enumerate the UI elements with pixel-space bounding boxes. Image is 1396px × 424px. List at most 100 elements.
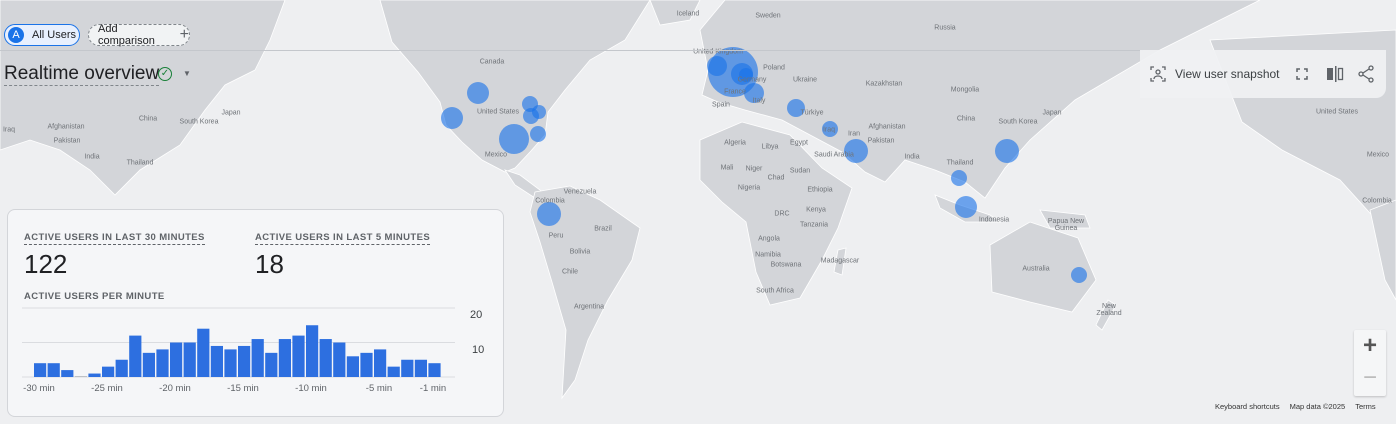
map-label: Tanzania <box>799 221 829 229</box>
zoom-in-button[interactable]: + <box>1362 332 1377 359</box>
map-greenland <box>649 0 701 26</box>
map-label: Papua New Guinea <box>1047 218 1085 232</box>
active-users-30-value: 122 <box>24 249 68 279</box>
realtime-metrics-card: ACTIVE USERS IN LAST 30 MINUTES 122 ACTI… <box>7 209 504 417</box>
map-label: Sweden <box>755 12 781 20</box>
map-label: Mongolia <box>950 86 980 94</box>
map-label: United Kingdom <box>693 48 743 56</box>
map-label: Mexico <box>1366 151 1390 159</box>
map-label: Namibia <box>755 251 781 259</box>
map-label: Spain <box>712 101 730 109</box>
map-label: Nigeria <box>737 184 761 192</box>
map-bubble <box>951 170 967 186</box>
map-label: Madagascar <box>820 257 860 265</box>
divider <box>0 50 1143 51</box>
map-label: United States <box>476 108 520 116</box>
map-label: Afghanistan <box>47 123 85 131</box>
map-label: Thailand <box>126 159 154 167</box>
map-label: Japan <box>221 109 241 117</box>
map-label: New Zealand <box>1096 303 1122 317</box>
map-label: DRC <box>774 210 790 218</box>
plus-icon: + <box>179 26 189 43</box>
map-bubble <box>739 68 753 82</box>
map-bubble <box>955 196 977 218</box>
map-label: India <box>84 153 100 161</box>
map-south-america-right <box>1369 199 1396 301</box>
terms-link[interactable]: Terms <box>1355 402 1376 411</box>
map-label: Iraq <box>822 126 836 134</box>
view-user-snapshot-button[interactable]: View user snapshot <box>1175 67 1280 81</box>
map-bubble <box>1071 267 1087 283</box>
map-bubble <box>441 107 463 129</box>
map-label: Bolivia <box>569 248 591 256</box>
all-users-label: All Users <box>32 29 77 41</box>
map-label: China <box>956 115 976 123</box>
map-label: Kenya <box>806 206 826 214</box>
map-footer: Keyboard shortcuts Map data ©2025 Terms <box>1215 402 1376 411</box>
map-north-america <box>379 0 651 173</box>
user-snapshot-icon[interactable] <box>1150 66 1166 82</box>
map-label: Saudi Arabia <box>814 151 854 159</box>
map-label: Germany <box>737 76 767 84</box>
map-label: Italy <box>752 97 766 105</box>
active-users-30-label[interactable]: ACTIVE USERS IN LAST 30 MINUTES <box>24 232 205 245</box>
map-toolbar: View user snapshot <box>1140 50 1386 98</box>
map-madagascar <box>833 247 847 276</box>
map-bubble <box>787 99 805 117</box>
map-papua <box>1039 209 1091 229</box>
map-bubble <box>467 82 489 104</box>
map-data-attribution: Map data ©2025 <box>1289 402 1346 411</box>
map-asia-left <box>0 0 286 196</box>
map-label: South Korea <box>179 118 219 126</box>
map-label: South Africa <box>756 287 794 295</box>
map-label: Iraq <box>2 126 16 134</box>
map-label: Ukraine <box>792 76 818 84</box>
map-label: Venezuela <box>563 188 597 196</box>
map-label: Japan <box>1042 109 1062 117</box>
map-label: Kazakhstan <box>865 80 903 88</box>
map-label: United States <box>1315 108 1359 116</box>
map-label: Egypt <box>790 139 808 147</box>
map-label: Iceland <box>676 10 700 18</box>
page-title[interactable]: Realtime overview <box>4 63 160 86</box>
map-label: Brazil <box>594 225 612 233</box>
map-bubble <box>707 56 727 76</box>
map-bubble <box>499 124 529 154</box>
map-label: Angola <box>758 235 780 243</box>
map-label: Sudan <box>789 167 811 175</box>
map-label: Mali <box>720 164 734 172</box>
map-bubble <box>537 202 561 226</box>
map-label: Canada <box>479 58 505 66</box>
map-africa <box>699 121 853 306</box>
add-comparison-button[interactable]: Add comparison + <box>88 23 190 47</box>
zoom-out-button[interactable]: − <box>1362 364 1377 391</box>
map-label: Thailand <box>946 159 974 167</box>
per-minute-label: ACTIVE USERS PER MINUTE <box>24 291 165 302</box>
map-label: Ethiopia <box>807 186 833 194</box>
keyboard-shortcuts-link[interactable]: Keyboard shortcuts <box>1215 402 1280 411</box>
map-label: Iran <box>847 130 861 138</box>
fullscreen-icon[interactable] <box>1296 68 1308 80</box>
all-users-chip[interactable]: A All Users <box>4 24 80 46</box>
map-label: Chile <box>562 268 578 276</box>
caret-down-icon[interactable]: ▼ <box>183 69 191 78</box>
compare-icon[interactable] <box>1326 66 1344 82</box>
map-label: Australia <box>1022 265 1050 273</box>
share-icon[interactable] <box>1358 65 1374 83</box>
map-label: Libya <box>761 143 779 151</box>
map-bubble <box>822 121 838 137</box>
check-circle-icon: ✓ <box>158 67 172 81</box>
map-label: Russia <box>934 24 956 32</box>
map-australia <box>989 221 1097 313</box>
map-label: Türkiye <box>800 109 824 117</box>
map-label: France <box>724 88 746 96</box>
active-users-5-label[interactable]: ACTIVE USERS IN LAST 5 MINUTES <box>255 232 431 245</box>
map-label: Botswana <box>770 261 802 269</box>
segment-avatar: A <box>8 27 24 43</box>
map-bubble <box>523 108 539 124</box>
map-label: Afghanistan <box>868 123 906 131</box>
map-label: Poland <box>763 64 785 72</box>
map-bubble <box>744 83 764 103</box>
map-label: Indonesia <box>978 216 1010 224</box>
